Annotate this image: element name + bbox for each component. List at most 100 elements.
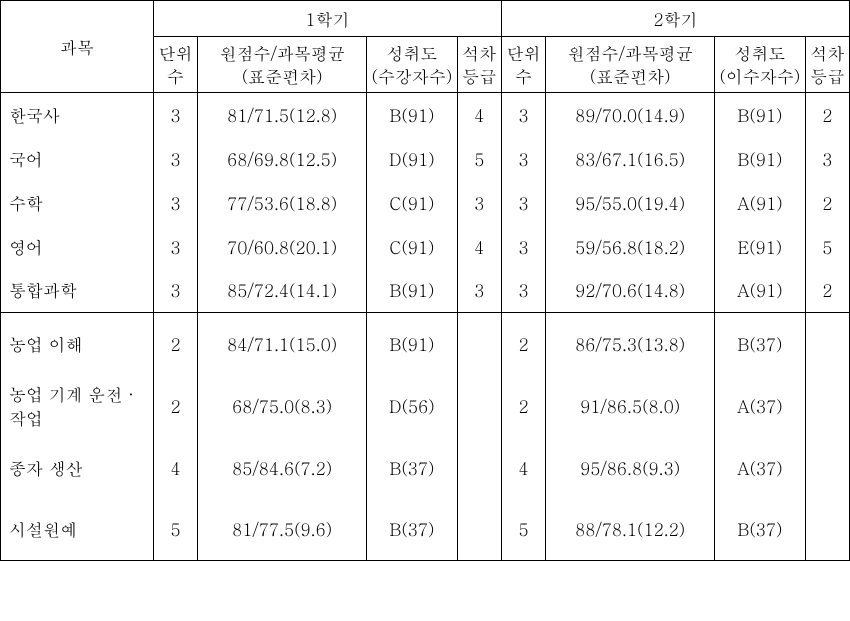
cell-raw1: 77/53.6(18.8) [198, 181, 367, 225]
cell-subject: 시설원예 [1, 499, 154, 561]
grades-table: 과목 1학기 2학기 단위수 원점수/과목평균(표준편차) 성취도(수강자수) … [0, 0, 850, 561]
cell-subject: 농업 기계 운전 · 작업 [1, 375, 154, 437]
cell-raw2: 92/70.6(14.8) [546, 269, 715, 313]
cell-raw1: 68/69.8(12.5) [198, 137, 367, 181]
table-group-2: 농업 이해 2 84/71.1(15.0) B(91) 2 86/75.3(13… [1, 313, 850, 561]
cell-raw1: 81/71.5(12.8) [198, 93, 367, 137]
cell-rank1 [457, 313, 501, 375]
cell-raw2: 59/56.8(18.2) [546, 225, 715, 269]
cell-units2: 2 [501, 375, 545, 437]
cell-ach1: B(91) [367, 269, 458, 313]
cell-raw1: 84/71.1(15.0) [198, 313, 367, 375]
cell-units2: 2 [501, 313, 545, 375]
cell-units2: 3 [501, 93, 545, 137]
cell-units1: 3 [153, 137, 197, 181]
cell-units2: 4 [501, 437, 545, 499]
table-row: 시설원예 5 81/77.5(9.6) B(37) 5 88/78.1(12.2… [1, 499, 850, 561]
cell-raw2: 91/86.5(8.0) [546, 375, 715, 437]
cell-subject: 한국사 [1, 93, 154, 137]
cell-rank1 [457, 437, 501, 499]
cell-units2: 3 [501, 269, 545, 313]
cell-ach1: B(91) [367, 313, 458, 375]
cell-ach2: B(37) [715, 499, 806, 561]
table-row: 종자 생산 4 85/84.6(7.2) B(37) 4 95/86.8(9.3… [1, 437, 850, 499]
cell-ach2: A(91) [715, 269, 806, 313]
cell-rank1 [457, 375, 501, 437]
table-row: 농업 기계 운전 · 작업 2 68/75.0(8.3) D(56) 2 91/… [1, 375, 850, 437]
cell-subject: 영어 [1, 225, 154, 269]
cell-ach2: A(37) [715, 437, 806, 499]
cell-ach1: B(91) [367, 93, 458, 137]
table-row: 통합과학 3 85/72.4(14.1) B(91) 3 3 92/70.6(1… [1, 269, 850, 313]
table-row: 농업 이해 2 84/71.1(15.0) B(91) 2 86/75.3(13… [1, 313, 850, 375]
header-rawavg-1: 원점수/과목평균(표준편차) [198, 37, 367, 93]
cell-raw2: 88/78.1(12.2) [546, 499, 715, 561]
cell-ach1: B(37) [367, 499, 458, 561]
cell-ach2: A(91) [715, 181, 806, 225]
cell-rank2 [805, 375, 849, 437]
header-rawavg-2: 원점수/과목평균(표준편차) [546, 37, 715, 93]
cell-rank1: 5 [457, 137, 501, 181]
cell-rank2: 2 [805, 269, 849, 313]
cell-rank2: 2 [805, 181, 849, 225]
cell-ach2: A(37) [715, 375, 806, 437]
cell-raw1: 70/60.8(20.1) [198, 225, 367, 269]
table-header: 과목 1학기 2학기 단위수 원점수/과목평균(표준편차) 성취도(수강자수) … [1, 1, 850, 93]
cell-rank2 [805, 499, 849, 561]
cell-rank1: 4 [457, 225, 501, 269]
cell-rank2: 5 [805, 225, 849, 269]
cell-subject: 통합과학 [1, 269, 154, 313]
header-semester1: 1학기 [153, 1, 501, 37]
cell-ach1: B(37) [367, 437, 458, 499]
cell-raw1: 85/72.4(14.1) [198, 269, 367, 313]
header-units-1: 단위수 [153, 37, 197, 93]
header-units-2: 단위수 [501, 37, 545, 93]
cell-raw2: 86/75.3(13.8) [546, 313, 715, 375]
cell-ach2: B(91) [715, 93, 806, 137]
header-subject: 과목 [1, 1, 154, 93]
cell-ach1: D(91) [367, 137, 458, 181]
table-row: 수학 3 77/53.6(18.8) C(91) 3 3 95/55.0(19.… [1, 181, 850, 225]
cell-units2: 3 [501, 137, 545, 181]
cell-raw2: 95/86.8(9.3) [546, 437, 715, 499]
cell-ach1: D(56) [367, 375, 458, 437]
cell-rank1 [457, 499, 501, 561]
cell-raw1: 68/75.0(8.3) [198, 375, 367, 437]
cell-raw2: 95/55.0(19.4) [546, 181, 715, 225]
table-row: 국어 3 68/69.8(12.5) D(91) 5 3 83/67.1(16.… [1, 137, 850, 181]
cell-ach1: C(91) [367, 225, 458, 269]
cell-raw2: 89/70.0(14.9) [546, 93, 715, 137]
cell-units1: 3 [153, 269, 197, 313]
cell-rank1: 3 [457, 269, 501, 313]
cell-raw1: 81/77.5(9.6) [198, 499, 367, 561]
cell-units2: 5 [501, 499, 545, 561]
cell-units2: 3 [501, 181, 545, 225]
cell-ach1: C(91) [367, 181, 458, 225]
cell-units1: 5 [153, 499, 197, 561]
cell-ach2: E(91) [715, 225, 806, 269]
table-group-1: 한국사 3 81/71.5(12.8) B(91) 4 3 89/70.0(14… [1, 93, 850, 313]
table-row: 한국사 3 81/71.5(12.8) B(91) 4 3 89/70.0(14… [1, 93, 850, 137]
header-achievement-2: 성취도(이수자수) [715, 37, 806, 93]
cell-units1: 2 [153, 375, 197, 437]
cell-rank2: 3 [805, 137, 849, 181]
cell-rank2 [805, 313, 849, 375]
cell-rank1: 4 [457, 93, 501, 137]
cell-raw1: 85/84.6(7.2) [198, 437, 367, 499]
header-rank-2: 석차등급 [805, 37, 849, 93]
cell-subject: 농업 이해 [1, 313, 154, 375]
cell-raw2: 83/67.1(16.5) [546, 137, 715, 181]
cell-units1: 3 [153, 181, 197, 225]
cell-ach2: B(91) [715, 137, 806, 181]
cell-units1: 4 [153, 437, 197, 499]
cell-subject: 국어 [1, 137, 154, 181]
cell-subject: 종자 생산 [1, 437, 154, 499]
header-rank-1: 석차등급 [457, 37, 501, 93]
cell-rank2 [805, 437, 849, 499]
cell-ach2: B(37) [715, 313, 806, 375]
header-achievement-1: 성취도(수강자수) [367, 37, 458, 93]
cell-units1: 3 [153, 225, 197, 269]
cell-units1: 2 [153, 313, 197, 375]
cell-units1: 3 [153, 93, 197, 137]
cell-rank1: 3 [457, 181, 501, 225]
